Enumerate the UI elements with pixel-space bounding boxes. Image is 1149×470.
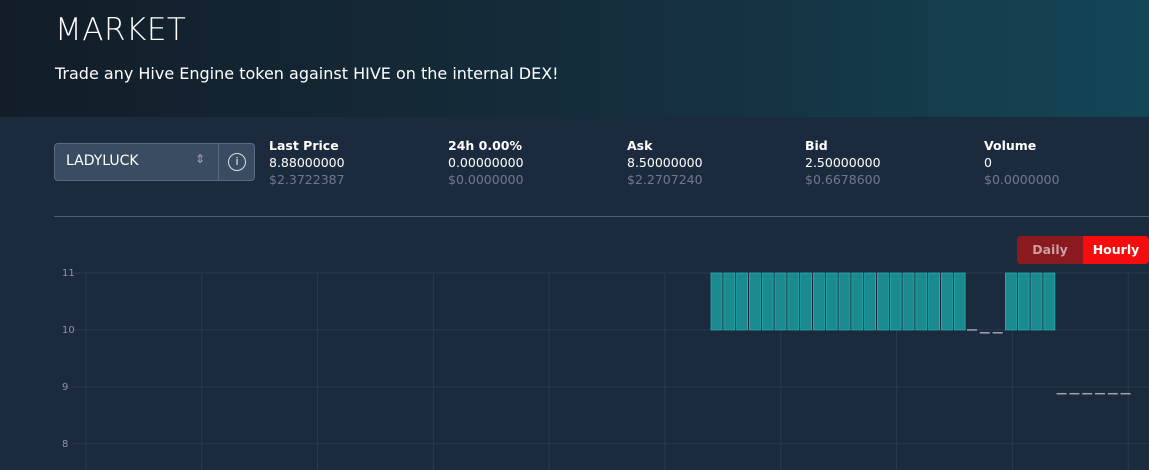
stat-label: 24h 0.00%: [448, 138, 523, 153]
candle: [877, 272, 889, 331]
stat-value: 8.88000000: [269, 155, 345, 170]
candle: [953, 272, 966, 331]
info-button[interactable]: i: [218, 144, 255, 180]
candle: [761, 272, 774, 331]
stat-value: 2.50000000: [805, 155, 881, 170]
candle: [723, 272, 736, 331]
stat: Volume 0 $0.0000000: [984, 137, 1060, 188]
candle: [1017, 272, 1030, 331]
y-tick-label: 9: [62, 382, 68, 393]
stat-usd: $0.6678600: [805, 172, 881, 187]
candle: [813, 272, 825, 331]
candle: [710, 272, 723, 331]
divider: [54, 216, 1149, 217]
candle: [787, 272, 800, 331]
y-tick-label: 10: [62, 325, 75, 336]
stat-usd: $0.0000000: [984, 172, 1060, 187]
toggle-option[interactable]: Daily: [1017, 236, 1083, 264]
y-tick-label: 11: [62, 268, 75, 279]
candle: [902, 272, 915, 331]
candle: [941, 272, 953, 331]
stat: Bid 2.50000000 $0.6678600: [805, 137, 881, 188]
toggle-option[interactable]: Hourly: [1083, 236, 1149, 264]
stat: 24h 0.00% 0.00000000 $0.0000000: [448, 137, 524, 188]
stat-value: 8.50000000: [627, 155, 703, 170]
candle: [774, 272, 787, 331]
candle: [749, 272, 761, 331]
interval-toggle: Daily Hourly: [1017, 236, 1149, 264]
candle: [1005, 272, 1017, 331]
candle: [838, 272, 851, 331]
stat: Last Price 8.88000000 $2.3722387: [269, 137, 345, 188]
token-value: LADYLUCK: [66, 153, 139, 169]
title: MARKET: [55, 12, 187, 48]
candle: [1030, 272, 1043, 331]
stat-usd: $0.0000000: [448, 172, 524, 187]
candle: [736, 272, 748, 331]
candle: [864, 272, 876, 331]
candle: [1043, 272, 1056, 331]
select-arrow: ⇕: [195, 152, 206, 166]
stat-value: 0.00000000: [448, 155, 524, 170]
stat-label: Volume: [984, 138, 1037, 153]
stat-label: Bid: [805, 138, 828, 153]
candle: [851, 272, 864, 331]
y-tick-label: 8: [62, 439, 68, 450]
candle: [800, 272, 812, 331]
stat-value: 0: [984, 155, 992, 170]
candle: [825, 272, 838, 331]
header: MARKET Trade any Hive Engine token again…: [0, 0, 1149, 117]
stat-label: Ask: [627, 138, 653, 153]
token-select[interactable]: LADYLUCK ⇕ i: [54, 143, 255, 181]
info-icon: i: [228, 153, 246, 171]
subtitle: Trade any Hive Engine token against HIVE…: [55, 64, 559, 83]
stat: Ask 8.50000000 $2.2707240: [627, 137, 703, 188]
candle: [889, 272, 902, 331]
candle: [915, 272, 928, 331]
stat-usd: $2.2707240: [627, 172, 703, 187]
candle: [928, 272, 940, 331]
stat-label: Last Price: [269, 138, 339, 153]
stat-usd: $2.3722387: [269, 172, 345, 187]
